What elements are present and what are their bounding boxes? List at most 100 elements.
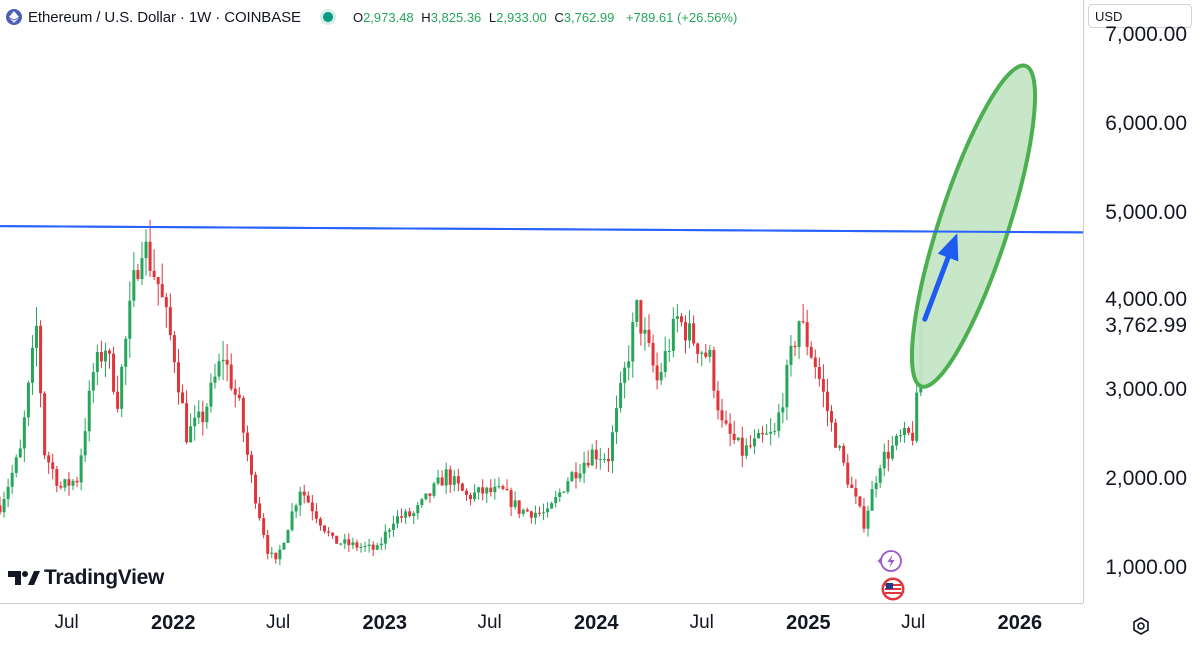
candle-body — [647, 329, 651, 343]
candle-body — [408, 511, 412, 517]
tradingview-logo: TradingView — [8, 566, 164, 590]
candle-body — [898, 435, 902, 437]
candle-body — [448, 469, 452, 485]
candle-body — [152, 270, 156, 278]
time-axis[interactable]: Jul 2022 Jul 2023 Jul 2024 Jul 2025 Jul 2026 — [0, 603, 1083, 649]
candle-body — [201, 411, 205, 423]
candle-body — [757, 432, 761, 439]
candle-body — [404, 511, 408, 518]
candle-body — [270, 552, 274, 554]
candle-body — [481, 487, 485, 494]
candle-body — [51, 462, 55, 470]
candle-body — [22, 417, 26, 449]
candle-body — [639, 300, 643, 334]
candle-body — [562, 491, 566, 493]
x-tick-label: 2024 — [574, 612, 619, 634]
high-label: H — [421, 9, 431, 25]
candle-body — [221, 359, 225, 362]
candle-body — [359, 546, 363, 548]
candle-body — [659, 371, 663, 381]
candle-body — [148, 241, 152, 271]
candle-body — [578, 473, 582, 479]
candle-body — [254, 474, 258, 504]
candle-body — [594, 449, 598, 460]
candle-body — [736, 437, 740, 441]
candle-body — [517, 500, 521, 514]
candle-body — [505, 488, 509, 491]
candle-body — [63, 479, 67, 488]
candle-body — [740, 437, 744, 456]
candle-body — [318, 518, 322, 526]
candle-body — [225, 359, 229, 365]
us-economic-event-icon[interactable] — [879, 576, 909, 602]
candle-body — [509, 490, 513, 507]
ohlc-legend: O2,973.48 H3,825.36 L2,933.00 C3,762.99 … — [349, 10, 737, 25]
candle-body — [124, 338, 128, 367]
candle-body — [643, 329, 647, 334]
candle-body — [136, 270, 140, 279]
y-tick-label: 4,000.00 — [1105, 287, 1187, 311]
candle-body — [890, 445, 894, 459]
candle-body — [112, 353, 116, 392]
candle-body — [189, 426, 193, 443]
candle-body — [144, 241, 148, 259]
candle-body — [249, 454, 253, 475]
trend-arrow-shaft[interactable] — [922, 255, 951, 322]
candle-body — [651, 342, 655, 366]
candle-body — [2, 499, 6, 513]
candle-body — [692, 323, 696, 344]
y-tick-label: 5,000.00 — [1105, 200, 1187, 224]
candle-body — [809, 346, 813, 358]
candle-body — [679, 316, 683, 323]
candle-body — [606, 458, 610, 462]
candle-body — [748, 445, 752, 447]
candle-body — [193, 417, 197, 427]
settings-gear-icon[interactable] — [1130, 615, 1152, 637]
candle-body — [128, 300, 132, 339]
candle-body — [205, 406, 209, 423]
lightning-event-icon[interactable] — [874, 549, 904, 575]
candle-body — [537, 512, 541, 514]
candle-body — [907, 427, 911, 433]
candle-body — [769, 431, 773, 434]
candle-body — [99, 351, 103, 362]
open-value: 2,973.48 — [363, 9, 414, 25]
candle-body — [903, 427, 907, 436]
candle-body — [546, 508, 550, 513]
candle-body — [181, 392, 185, 404]
candle-body — [744, 445, 748, 456]
price-scale[interactable]: USD 1,000.00 2,000.00 3,000.00 5,000.00 6,00… — [1083, 0, 1200, 603]
trend-arrow-head[interactable] — [937, 233, 959, 262]
candle-body — [631, 322, 635, 362]
candle-body — [67, 479, 71, 486]
candle-body — [379, 543, 383, 546]
candle-body — [241, 397, 245, 433]
candle-body — [367, 544, 371, 546]
candle-body — [116, 391, 120, 409]
candle-body — [704, 352, 708, 357]
candle-body — [335, 535, 339, 544]
symbol-title[interactable]: Ethereum / U.S. Dollar · 1W · COINBASE — [28, 8, 301, 26]
candle-body — [789, 345, 793, 365]
candle-body — [761, 432, 765, 435]
close-label: C — [554, 9, 564, 25]
x-tick-label: Jul — [54, 612, 79, 633]
x-tick-label: 2022 — [151, 612, 196, 634]
candle-body — [627, 361, 631, 368]
candle-body — [383, 531, 387, 544]
candle-body — [724, 420, 728, 424]
candle-body — [0, 505, 2, 513]
candle-body — [436, 477, 440, 484]
price-chart[interactable] — [0, 0, 1083, 603]
candle-body — [197, 411, 201, 418]
candle-body — [542, 512, 546, 514]
candle-body — [375, 545, 379, 550]
target-ellipse[interactable] — [889, 55, 1059, 397]
candle-body — [797, 321, 801, 348]
candle-body — [298, 491, 302, 506]
candle-body — [513, 500, 517, 507]
currency-select[interactable]: USD — [1088, 4, 1192, 28]
candle-body — [391, 523, 395, 530]
candle-body — [83, 431, 87, 456]
candle-body — [452, 476, 456, 485]
